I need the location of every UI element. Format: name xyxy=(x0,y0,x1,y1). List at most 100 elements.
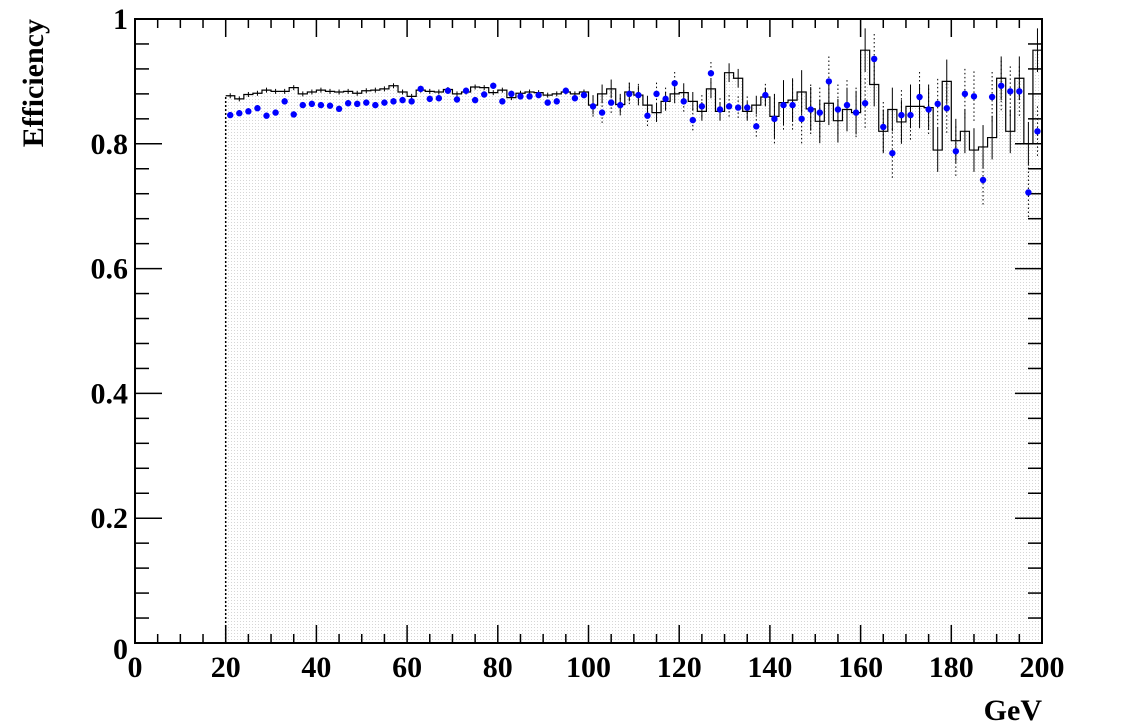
data-point xyxy=(272,109,279,116)
data-point xyxy=(988,93,996,101)
data-point xyxy=(571,95,579,102)
y-tick-label: 1 xyxy=(113,3,128,36)
x-tick-label: 160 xyxy=(838,651,883,684)
data-point xyxy=(245,108,252,115)
data-point xyxy=(227,111,234,119)
marker-series xyxy=(227,33,1041,218)
data-point xyxy=(236,110,243,117)
data-point xyxy=(281,98,288,105)
y-tick-label: 0.6 xyxy=(91,253,129,286)
data-point xyxy=(734,104,742,111)
data-point xyxy=(780,101,787,109)
data-point xyxy=(689,116,697,124)
data-point xyxy=(644,112,651,119)
data-point xyxy=(326,102,334,109)
x-tick-label: 40 xyxy=(301,651,331,684)
data-point xyxy=(789,101,796,109)
data-point xyxy=(762,91,769,99)
data-point xyxy=(952,148,960,155)
data-point xyxy=(680,98,687,105)
data-point xyxy=(635,91,642,99)
data-point xyxy=(471,96,479,104)
data-point xyxy=(716,106,724,113)
y-tick-label: 0 xyxy=(113,633,128,666)
x-tick-label: 60 xyxy=(392,651,422,684)
data-point xyxy=(480,91,488,98)
data-point xyxy=(1016,88,1023,95)
x-tick-label: 0 xyxy=(128,651,143,684)
data-point xyxy=(861,100,869,107)
x-tick-label: 80 xyxy=(483,651,513,684)
data-point xyxy=(662,95,669,103)
x-tick-label: 180 xyxy=(929,651,974,684)
data-point xyxy=(880,123,887,131)
data-point xyxy=(290,111,297,118)
data-point xyxy=(417,85,424,93)
data-point xyxy=(825,78,833,85)
data-point xyxy=(707,70,715,77)
data-point xyxy=(898,111,905,119)
data-point xyxy=(535,91,542,99)
x-tick-label: 20 xyxy=(211,651,241,684)
axis-ticks xyxy=(134,18,1043,644)
data-point xyxy=(907,111,914,119)
x-axis-title: GeV xyxy=(984,694,1043,724)
data-point xyxy=(889,149,896,157)
y-tick-label: 0.4 xyxy=(91,377,129,410)
data-point xyxy=(725,103,733,110)
data-point xyxy=(254,105,261,112)
data-point xyxy=(580,91,588,99)
data-point xyxy=(626,90,633,98)
data-point xyxy=(671,80,678,87)
data-point xyxy=(399,96,406,104)
data-point xyxy=(852,109,860,116)
data-point xyxy=(308,100,316,108)
data-point xyxy=(807,106,814,113)
data-point xyxy=(363,99,370,106)
data-point xyxy=(1034,128,1041,135)
data-point xyxy=(1025,189,1032,196)
data-point xyxy=(544,99,551,106)
y-axis-title: Efficiency xyxy=(17,19,50,147)
data-point xyxy=(435,95,443,102)
data-point xyxy=(916,93,923,101)
data-point xyxy=(517,93,524,100)
data-point xyxy=(263,112,270,119)
data-point xyxy=(753,123,760,130)
data-point xyxy=(816,109,823,116)
data-point xyxy=(961,90,969,98)
data-point xyxy=(771,115,778,123)
data-point xyxy=(553,98,560,105)
x-tick-label: 140 xyxy=(747,651,792,684)
data-point xyxy=(462,87,470,94)
data-point xyxy=(943,105,950,112)
data-point xyxy=(508,90,515,98)
histogram-fill xyxy=(225,50,1042,643)
data-point xyxy=(798,115,805,123)
data-point xyxy=(934,100,941,108)
y-tick-label: 0.8 xyxy=(91,128,129,161)
data-point xyxy=(354,100,361,108)
data-point xyxy=(453,96,461,103)
tick-labels: 0 20 40 60 80 100 120 140 160 180 200 0 0.2 0.4 0.6 0.8… xyxy=(91,3,1065,684)
data-point xyxy=(834,106,842,113)
data-point xyxy=(607,99,615,106)
data-point xyxy=(490,82,497,89)
data-point xyxy=(925,106,932,113)
data-point xyxy=(344,100,352,107)
data-point xyxy=(598,109,606,116)
data-point xyxy=(997,82,1005,89)
data-point xyxy=(843,101,851,109)
data-point xyxy=(653,90,660,98)
x-tick-label: 100 xyxy=(566,651,611,684)
data-point xyxy=(979,176,987,184)
data-point xyxy=(698,103,706,110)
data-point xyxy=(390,98,397,105)
data-point xyxy=(744,104,751,111)
data-point xyxy=(871,55,878,63)
data-point xyxy=(589,103,597,110)
data-point xyxy=(426,95,433,103)
data-point xyxy=(970,93,978,100)
data-point xyxy=(1007,88,1014,95)
